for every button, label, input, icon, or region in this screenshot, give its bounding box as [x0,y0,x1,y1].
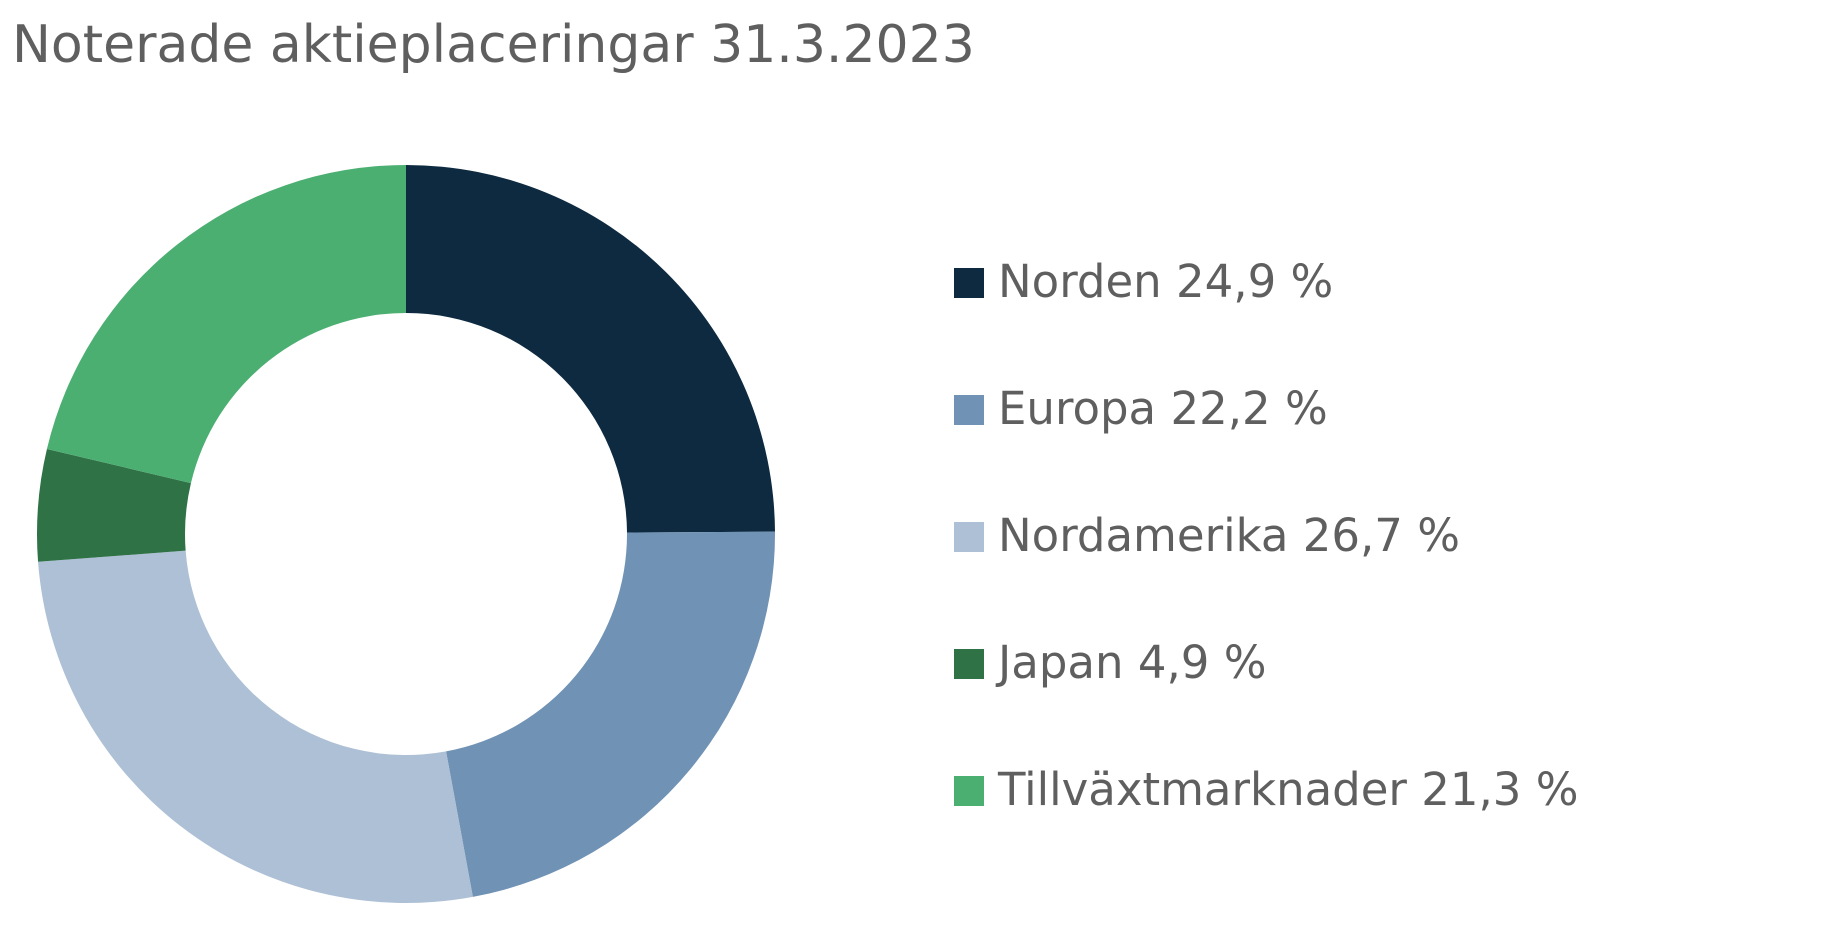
legend-value: 4,9 % [1138,636,1267,689]
legend-label: Europa 22,2 % [998,382,1328,435]
legend-label: Norden 24,9 % [998,255,1333,308]
legend-label: Tillväxtmarknader 21,3 % [997,763,1579,816]
legend-label: Japan 4,9 % [995,636,1266,689]
legend-value: 21,3 % [1421,763,1578,816]
legend-swatch [954,268,984,298]
legend-name: Norden [998,255,1162,308]
donut-slice [46,165,407,484]
legend-swatch [954,522,984,552]
chart-title: Noterade aktieplaceringar 31.3.2023 [12,15,975,75]
legend-value: 24,9 % [1176,255,1333,308]
donut-slice [406,165,775,533]
legend-name: Nordamerika [998,509,1288,562]
legend-value: 22,2 % [1170,382,1327,435]
legend-name: Japan [995,636,1124,689]
donut-slice [37,448,191,562]
legend-label: Nordamerika 26,7 % [998,509,1460,562]
legend-name: Europa [998,382,1156,435]
legend-swatch [954,649,984,679]
legend-swatch [954,395,984,425]
legend-swatch [954,776,984,806]
legend-value: 26,7 % [1303,509,1460,562]
donut-slice [38,550,473,904]
legend-name: Tillväxtmarknader [997,763,1407,816]
donut-slice [446,531,775,897]
